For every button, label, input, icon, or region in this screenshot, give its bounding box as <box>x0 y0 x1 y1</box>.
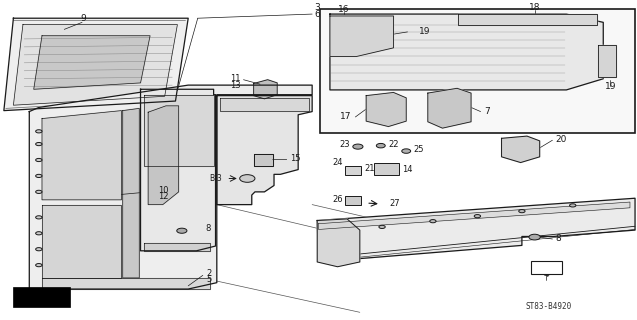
Text: 13: 13 <box>231 81 241 90</box>
Polygon shape <box>123 108 140 278</box>
Polygon shape <box>42 111 122 200</box>
Polygon shape <box>29 85 312 289</box>
Polygon shape <box>34 36 150 89</box>
Text: 16: 16 <box>338 5 350 14</box>
Text: 3: 3 <box>314 3 320 12</box>
Polygon shape <box>217 96 312 204</box>
Polygon shape <box>598 45 616 77</box>
Text: B-3: B-3 <box>209 174 222 183</box>
Polygon shape <box>220 98 309 111</box>
Polygon shape <box>428 88 471 128</box>
Text: 20: 20 <box>555 135 566 144</box>
Text: 27: 27 <box>390 198 400 207</box>
Polygon shape <box>330 14 603 90</box>
Text: 22: 22 <box>389 140 399 148</box>
Bar <box>375 163 399 175</box>
Polygon shape <box>141 89 215 251</box>
Text: 19: 19 <box>419 28 431 36</box>
Circle shape <box>36 130 42 133</box>
Circle shape <box>430 220 436 223</box>
Polygon shape <box>317 219 360 267</box>
Circle shape <box>569 204 576 207</box>
Text: 11: 11 <box>231 74 241 83</box>
Text: 21: 21 <box>364 164 375 173</box>
Circle shape <box>36 142 42 146</box>
Circle shape <box>240 175 255 182</box>
Circle shape <box>36 248 42 251</box>
Text: 6: 6 <box>314 10 320 19</box>
Circle shape <box>376 143 385 148</box>
FancyBboxPatch shape <box>13 287 70 307</box>
Polygon shape <box>254 80 277 99</box>
Bar <box>345 166 361 175</box>
Circle shape <box>379 225 385 228</box>
Circle shape <box>176 228 187 233</box>
Circle shape <box>519 210 525 213</box>
Circle shape <box>36 216 42 219</box>
Circle shape <box>36 232 42 235</box>
Polygon shape <box>42 204 122 278</box>
Circle shape <box>402 149 411 153</box>
Polygon shape <box>42 278 210 289</box>
Polygon shape <box>13 25 177 105</box>
Text: 9: 9 <box>80 14 86 23</box>
Polygon shape <box>501 136 540 163</box>
Text: 2: 2 <box>206 268 211 278</box>
Circle shape <box>36 174 42 178</box>
Text: 15: 15 <box>290 154 301 163</box>
Circle shape <box>474 215 480 218</box>
Text: 23: 23 <box>340 140 350 149</box>
Text: 12: 12 <box>159 192 169 201</box>
Text: 5: 5 <box>206 275 211 284</box>
Text: FR.: FR. <box>37 298 51 307</box>
Circle shape <box>36 190 42 194</box>
Bar <box>345 196 361 204</box>
Text: 4: 4 <box>543 269 549 279</box>
Bar <box>320 9 635 133</box>
Text: 26: 26 <box>332 195 343 204</box>
Polygon shape <box>144 243 210 251</box>
Circle shape <box>36 264 42 267</box>
Polygon shape <box>366 92 406 126</box>
Circle shape <box>353 144 363 149</box>
Bar <box>531 261 562 274</box>
Polygon shape <box>317 198 635 262</box>
Polygon shape <box>318 202 630 229</box>
Text: 17: 17 <box>340 113 352 122</box>
Circle shape <box>529 234 540 240</box>
Circle shape <box>36 158 42 162</box>
Polygon shape <box>330 16 394 56</box>
Text: 14: 14 <box>403 165 413 174</box>
Polygon shape <box>144 95 213 166</box>
Text: 18: 18 <box>529 3 540 12</box>
Polygon shape <box>148 106 178 204</box>
Text: 24: 24 <box>332 158 343 167</box>
Text: 8: 8 <box>205 224 211 233</box>
Polygon shape <box>4 18 188 111</box>
Text: 25: 25 <box>414 145 424 154</box>
Text: 1: 1 <box>543 264 549 273</box>
Text: 7: 7 <box>483 107 489 116</box>
Text: 8: 8 <box>555 234 561 243</box>
Text: 10: 10 <box>159 186 169 195</box>
Text: ST83-B4920: ST83-B4920 <box>526 302 572 311</box>
Text: 19: 19 <box>605 82 616 91</box>
Polygon shape <box>459 14 597 25</box>
Polygon shape <box>254 154 273 166</box>
